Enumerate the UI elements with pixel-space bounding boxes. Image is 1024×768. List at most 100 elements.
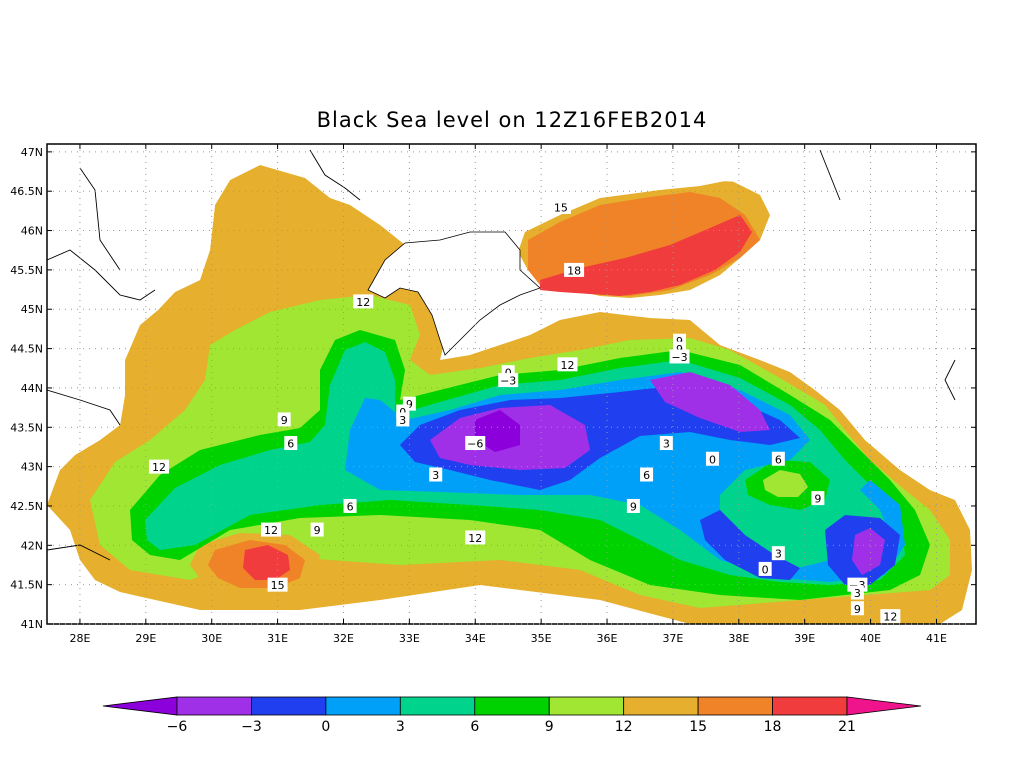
contour-label-bg [310, 522, 324, 537]
contour-label-text: 9 [854, 603, 861, 616]
contour-label-bg [261, 522, 282, 537]
contour-label-text: 6 [775, 453, 782, 466]
contour-label: 3 [850, 585, 864, 600]
contour-label: 12 [149, 459, 170, 474]
contour-label-bg [353, 294, 374, 309]
colorbar-segment [623, 696, 699, 716]
contour-label-text: 15 [271, 579, 285, 592]
contour-label: 6 [343, 498, 357, 513]
contour-label-text: 12 [264, 524, 278, 537]
contour-label-text: −3 [500, 375, 516, 388]
contour-label-text: 3 [854, 587, 861, 600]
contour-label-bg [640, 467, 654, 482]
contour-label-bg [850, 585, 864, 600]
contour-label-bg [705, 451, 719, 466]
contour-label-text: 0 [762, 563, 769, 576]
colorbar-segment [548, 696, 625, 716]
land-crimea [367, 231, 541, 356]
lon-tick-label: 41E [926, 632, 947, 645]
contour-label: −3 [498, 373, 519, 388]
lat-tick-label: 42.5N [10, 500, 43, 513]
contour-label: 0 [705, 451, 719, 466]
contour-label: 9 [310, 522, 324, 537]
contour-label-text: 12 [152, 461, 166, 474]
lon-tick-label: 35E [531, 632, 552, 645]
lat-tick-label: 41.5N [10, 579, 43, 592]
contour-label: 3 [771, 546, 785, 561]
contour-label: 12 [557, 357, 578, 372]
lat-tick-label: 44N [21, 382, 43, 395]
lat-tick-label: 46.5N [10, 185, 43, 198]
contour-label-text: −3 [671, 351, 687, 364]
contour-label: 12 [353, 294, 374, 309]
contour-label-bg [771, 546, 785, 561]
contour-label-text: 12 [468, 532, 482, 545]
contour-label: 15 [550, 199, 571, 214]
contour-label-bg [465, 436, 486, 451]
contour-label: 3 [429, 467, 443, 482]
contour-label-bg [465, 530, 486, 545]
lon-tick-label: 29E [135, 632, 156, 645]
colorbar: −6 −3 0 3 6 9 12 15 18 21 [102, 696, 922, 735]
contour-label: 18 [564, 262, 585, 277]
colorbar-segment [325, 696, 401, 716]
land-northwest [47, 144, 300, 485]
contour-label-bg [396, 412, 410, 427]
contour-label-text: 9 [281, 414, 288, 427]
map-frame [46, 143, 977, 625]
lon-tick-label: 40E [860, 632, 881, 645]
lat-tick-label: 45N [21, 303, 43, 316]
contour-label: 9 [277, 412, 291, 427]
lat-tick-label: 45.5N [10, 264, 43, 277]
contour-label-text: 3 [663, 438, 670, 451]
contour-label: 9 [850, 601, 864, 616]
contour-label-bg [564, 262, 585, 277]
colorbar-label: 3 [396, 719, 405, 735]
lat-tick-label: 43.5N [10, 421, 43, 434]
contour-label-bg [267, 577, 288, 592]
contour-label-text: −6 [467, 438, 483, 451]
contour-label: 6 [284, 436, 298, 451]
lon-tick-label: 36E [597, 632, 618, 645]
contour-label-bg [669, 349, 690, 364]
sea-field [47, 165, 972, 624]
axis-ticks: 47N 46.5N 46N 45.5N 45N 44.5N 44N 43.5N 43N 42.5N… [10, 144, 976, 645]
lat-tick-label: 46N [21, 225, 43, 238]
contour-label-bg [626, 498, 640, 513]
contour-label-bg [557, 357, 578, 372]
colorbar-label: 21 [838, 719, 856, 735]
contour-label-text: 15 [554, 201, 568, 214]
contour-band-neg6 [475, 410, 520, 452]
contour-label-bg [149, 459, 170, 474]
lat-tick-label: 42N [21, 539, 43, 552]
contour-label: −6 [465, 436, 486, 451]
contour-band-azov-21 [540, 215, 752, 296]
lon-tick-label: 28E [69, 632, 90, 645]
contour-label-bg [284, 436, 298, 451]
lon-tick-label: 39E [794, 632, 815, 645]
land-mask [47, 144, 976, 624]
lon-tick-label: 34E [465, 632, 486, 645]
graticule [47, 144, 976, 625]
country-borders [47, 149, 956, 561]
colorbar-arrow-left [102, 696, 178, 716]
contour-label-bg [758, 561, 772, 576]
contour-label-bg [811, 491, 825, 506]
contour-label: 12 [465, 530, 486, 545]
contour-label: −3 [669, 349, 690, 364]
contour-label-text: 9 [630, 500, 637, 513]
contour-label: 9 [811, 491, 825, 506]
lon-tick-label: 30E [201, 632, 222, 645]
lat-tick-label: 43N [21, 461, 43, 474]
colorbar-segment [697, 696, 773, 716]
colorbar-label: 9 [545, 719, 554, 735]
colorbar-label: −3 [241, 719, 262, 735]
contour-label-text: 9 [314, 524, 321, 537]
land-east [690, 144, 976, 505]
contour-label-bg [850, 601, 864, 616]
contour-label: 15 [267, 577, 288, 592]
contour-label: 6 [640, 467, 654, 482]
contour-label-bg [659, 436, 673, 451]
contour-label-text: 6 [347, 500, 354, 513]
